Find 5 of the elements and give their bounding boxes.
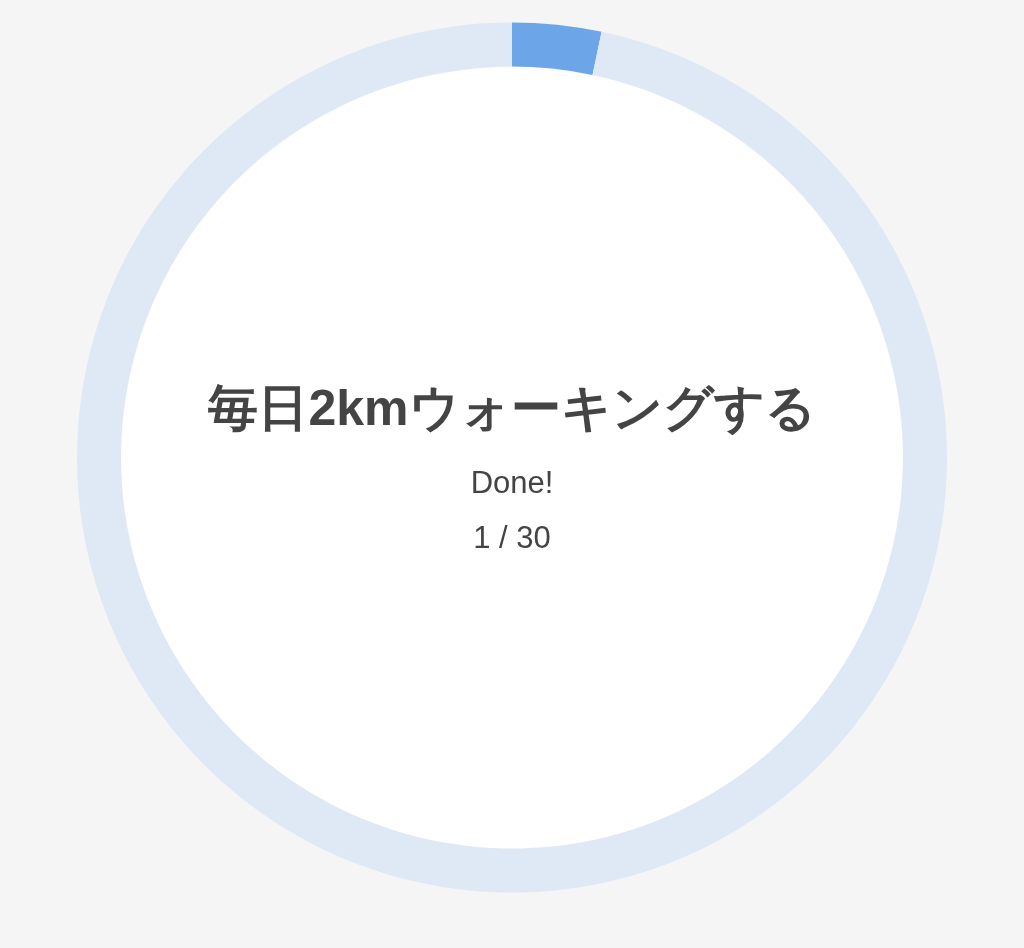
text: Done! bbox=[470, 465, 554, 500]
donut-slice bbox=[77, 22, 947, 893]
text: 毎日2kmウォーキングする bbox=[207, 380, 816, 436]
donut-slice bbox=[512, 22, 602, 75]
text: 1 / 30 bbox=[473, 520, 551, 555]
